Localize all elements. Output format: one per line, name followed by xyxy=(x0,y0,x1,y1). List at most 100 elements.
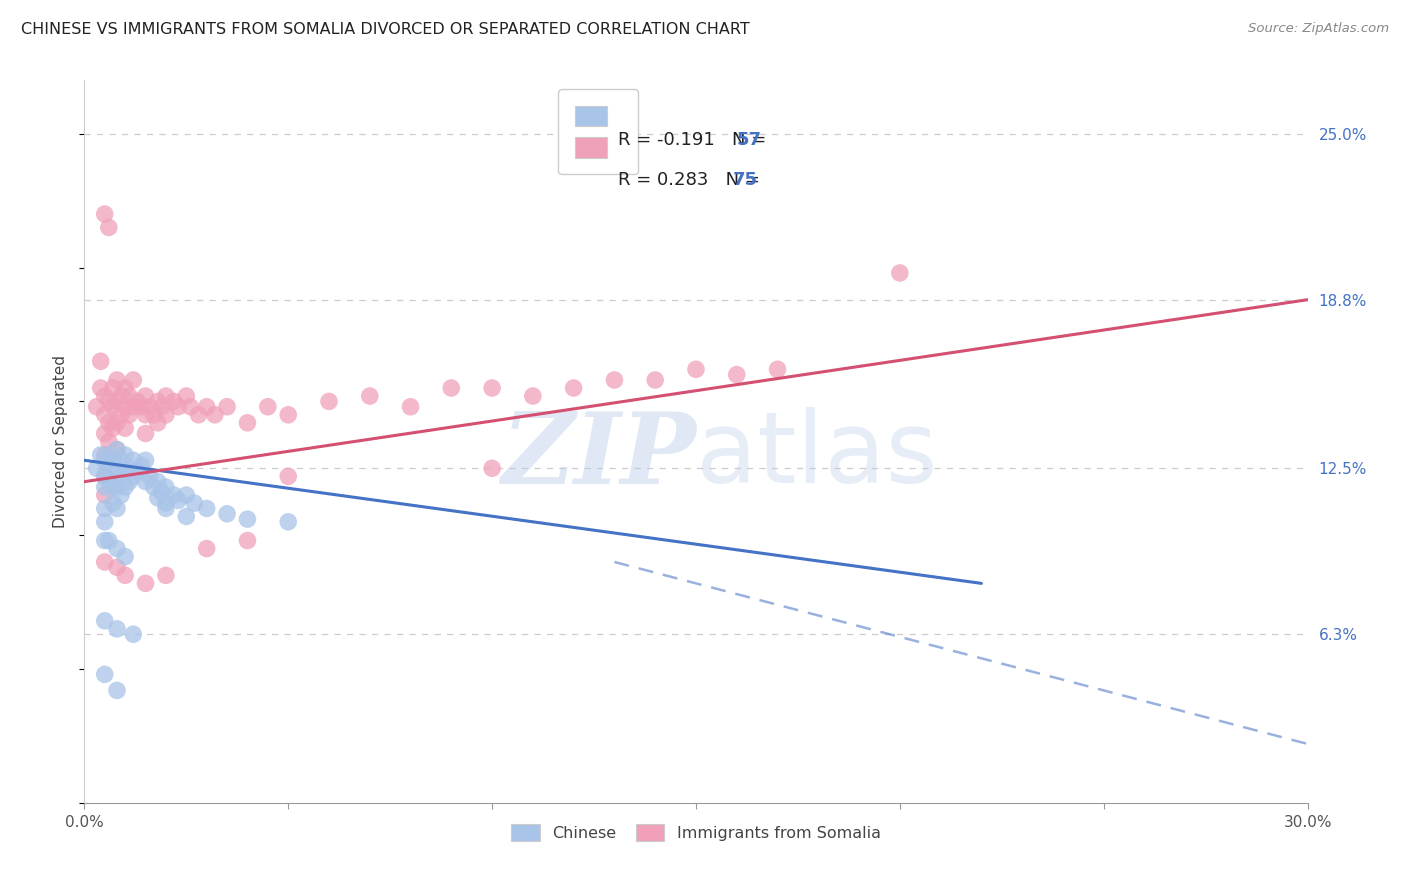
Point xyxy=(93,453,115,467)
Text: atlas: atlas xyxy=(696,408,938,505)
Text: ZIP: ZIP xyxy=(501,408,696,504)
Point xyxy=(105,416,128,430)
Point xyxy=(277,515,299,529)
Point xyxy=(277,408,299,422)
Text: CHINESE VS IMMIGRANTS FROM SOMALIA DIVORCED OR SEPARATED CORRELATION CHART: CHINESE VS IMMIGRANTS FROM SOMALIA DIVOR… xyxy=(21,22,749,37)
Text: Source: ZipAtlas.com: Source: ZipAtlas.com xyxy=(1249,22,1389,36)
Point xyxy=(114,568,136,582)
Point xyxy=(114,464,136,478)
Point xyxy=(481,461,503,475)
Point xyxy=(889,266,911,280)
Point xyxy=(603,373,626,387)
Point xyxy=(127,464,149,478)
Point xyxy=(118,408,141,422)
Point xyxy=(122,627,145,641)
Point xyxy=(167,400,190,414)
Point xyxy=(93,426,115,441)
Point xyxy=(204,408,226,422)
Text: 75: 75 xyxy=(733,171,758,189)
Point xyxy=(135,453,157,467)
Point xyxy=(93,501,115,516)
Point xyxy=(93,448,115,462)
Point xyxy=(138,469,160,483)
Point xyxy=(195,541,218,556)
Point xyxy=(146,491,169,505)
Point xyxy=(359,389,381,403)
Point xyxy=(101,480,124,494)
Point xyxy=(174,488,197,502)
Point xyxy=(105,394,128,409)
Point xyxy=(135,576,157,591)
Point xyxy=(481,381,503,395)
Point xyxy=(114,448,136,462)
Point xyxy=(122,373,145,387)
Point xyxy=(155,480,177,494)
Point xyxy=(236,512,259,526)
Point xyxy=(97,394,120,409)
Point xyxy=(131,458,153,473)
Point xyxy=(110,408,132,422)
Point xyxy=(155,501,177,516)
Point xyxy=(195,400,218,414)
Point xyxy=(105,622,128,636)
Point xyxy=(122,469,145,483)
Point xyxy=(179,400,201,414)
Point xyxy=(101,400,124,414)
Point xyxy=(127,394,149,409)
Point xyxy=(195,501,218,516)
Point xyxy=(131,400,153,414)
Point xyxy=(105,541,128,556)
Point xyxy=(105,442,128,457)
Point xyxy=(183,496,205,510)
Point xyxy=(93,488,115,502)
Point xyxy=(114,480,136,494)
Point xyxy=(93,667,115,681)
Point xyxy=(93,480,115,494)
Point xyxy=(277,469,299,483)
Point xyxy=(101,381,124,395)
Point xyxy=(163,394,186,409)
Point xyxy=(163,488,186,502)
Point xyxy=(135,389,157,403)
Point xyxy=(86,461,108,475)
Point xyxy=(105,373,128,387)
Point xyxy=(93,469,115,483)
Point xyxy=(142,408,165,422)
Legend: Chinese, Immigrants from Somalia: Chinese, Immigrants from Somalia xyxy=(503,816,889,849)
Point xyxy=(101,421,124,435)
Point xyxy=(187,408,209,422)
Point xyxy=(97,416,120,430)
Point xyxy=(105,560,128,574)
Point xyxy=(135,408,157,422)
Text: R = 0.283   N =: R = 0.283 N = xyxy=(617,171,765,189)
Point xyxy=(114,549,136,564)
Point xyxy=(217,507,239,521)
Point xyxy=(174,389,197,403)
Text: 57: 57 xyxy=(737,131,762,149)
Point xyxy=(101,496,124,510)
Point xyxy=(93,469,115,483)
Point xyxy=(118,389,141,403)
Point xyxy=(97,461,120,475)
Point xyxy=(114,400,136,414)
Point xyxy=(97,533,120,548)
Point xyxy=(644,373,666,387)
Point xyxy=(118,475,141,489)
Point xyxy=(155,408,177,422)
Point xyxy=(101,453,124,467)
Point xyxy=(236,416,259,430)
Point xyxy=(90,354,112,368)
Point xyxy=(105,461,128,475)
Point xyxy=(318,394,340,409)
Point xyxy=(105,501,128,516)
Point xyxy=(93,555,115,569)
Point xyxy=(236,533,259,548)
Y-axis label: Divorced or Separated: Divorced or Separated xyxy=(53,355,69,528)
Point xyxy=(135,475,157,489)
Point xyxy=(440,381,463,395)
Point xyxy=(93,408,115,422)
Point xyxy=(766,362,789,376)
Point xyxy=(257,400,280,414)
Point xyxy=(135,426,157,441)
Point xyxy=(114,381,136,395)
